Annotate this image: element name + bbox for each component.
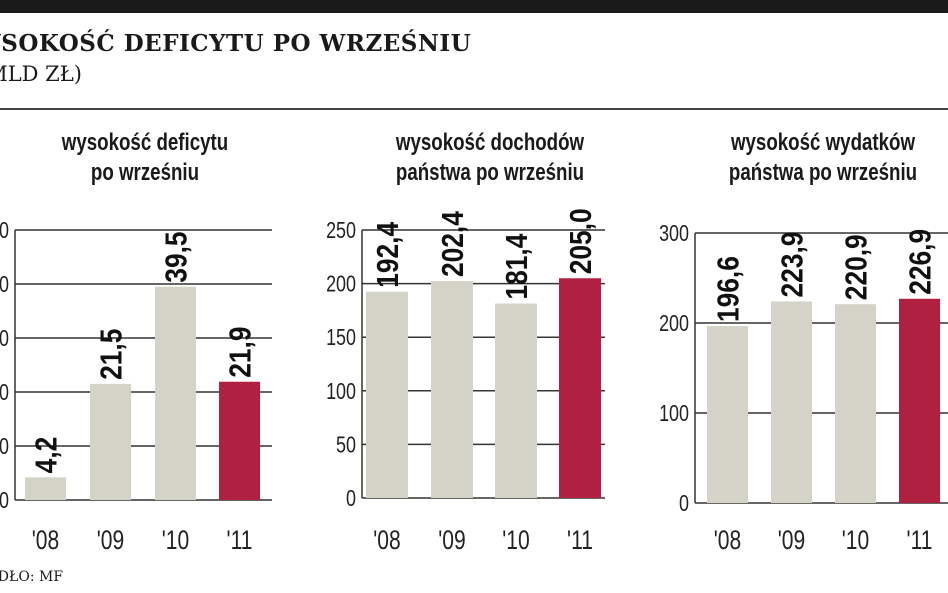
x-tick-label: '09: [438, 526, 465, 556]
bar: [155, 286, 196, 500]
source-note: ŹRÓDŁO: MF: [0, 569, 64, 585]
page-title: WYSOKOŚĆ DEFICYTU PO WRZEŚNIU: [0, 30, 472, 57]
x-tick-label: '09: [778, 526, 805, 556]
y-tick-label: 0: [679, 491, 689, 517]
x-tick-label: '11: [567, 526, 593, 556]
x-tick-label: '08: [32, 526, 59, 556]
chart-title: wysokość deficytu: [61, 129, 228, 156]
x-tick-label: '08: [714, 526, 741, 556]
bar: [90, 383, 131, 500]
y-tick-label: 40: [0, 272, 9, 298]
x-tick-label: '11: [227, 526, 253, 556]
chart-title: państwa po wrześniu: [729, 159, 917, 186]
y-tick-label: 50: [0, 218, 9, 244]
x-tick-label: '09: [97, 526, 124, 556]
value-label: 220,9: [840, 234, 874, 300]
bar: [366, 291, 408, 498]
x-tick-label: '10: [502, 526, 529, 556]
y-tick-label: 10: [0, 434, 9, 460]
bar: [835, 304, 876, 503]
value-label: 223,9: [776, 232, 810, 298]
y-tick-label: 200: [326, 272, 356, 298]
y-tick-label: 20: [0, 380, 9, 406]
x-tick-label: '11: [907, 526, 933, 556]
value-label: 192,4: [371, 222, 405, 288]
value-label: 202,4: [436, 211, 470, 277]
bar: [899, 298, 940, 503]
y-tick-label: 100: [659, 401, 689, 427]
divider: [0, 108, 948, 110]
bar: [25, 477, 66, 500]
value-label: 181,4: [500, 234, 534, 300]
chart-title: po wrześniu: [91, 159, 199, 186]
y-tick-label: 30: [0, 326, 9, 352]
y-tick-label: 50: [336, 432, 356, 458]
x-tick-label: '10: [842, 526, 869, 556]
y-tick-label: 250: [326, 218, 356, 244]
x-tick-label: '10: [162, 526, 189, 556]
bar: [771, 301, 812, 503]
bar: [219, 381, 260, 500]
y-tick-label: 300: [659, 221, 689, 247]
y-tick-label: 0: [346, 486, 356, 512]
bar: [495, 303, 537, 498]
value-label: 196,6: [712, 256, 746, 322]
y-tick-label: 100: [326, 379, 356, 405]
top-bar: [0, 0, 948, 13]
y-tick-label: 150: [326, 325, 356, 351]
value-label: 205,0: [564, 208, 598, 274]
value-label: 21,5: [95, 329, 129, 380]
bar: [559, 278, 601, 498]
chart-title: wysokość dochodów: [395, 129, 584, 156]
value-label: 39,5: [160, 231, 194, 282]
bar: [707, 326, 748, 503]
value-label: 21,9: [224, 326, 258, 377]
chart-title: wysokość wydatków: [730, 129, 915, 156]
y-tick-label: 200: [659, 311, 689, 337]
unit-label: (MLD ZŁ): [0, 62, 82, 86]
x-tick-label: '08: [373, 526, 400, 556]
bar: [431, 281, 473, 498]
value-label: 4,2: [30, 437, 64, 474]
chart-title: państwa po wrześniu: [396, 159, 584, 186]
y-tick-label: 0: [0, 488, 9, 514]
value-label: 226,9: [904, 229, 938, 295]
